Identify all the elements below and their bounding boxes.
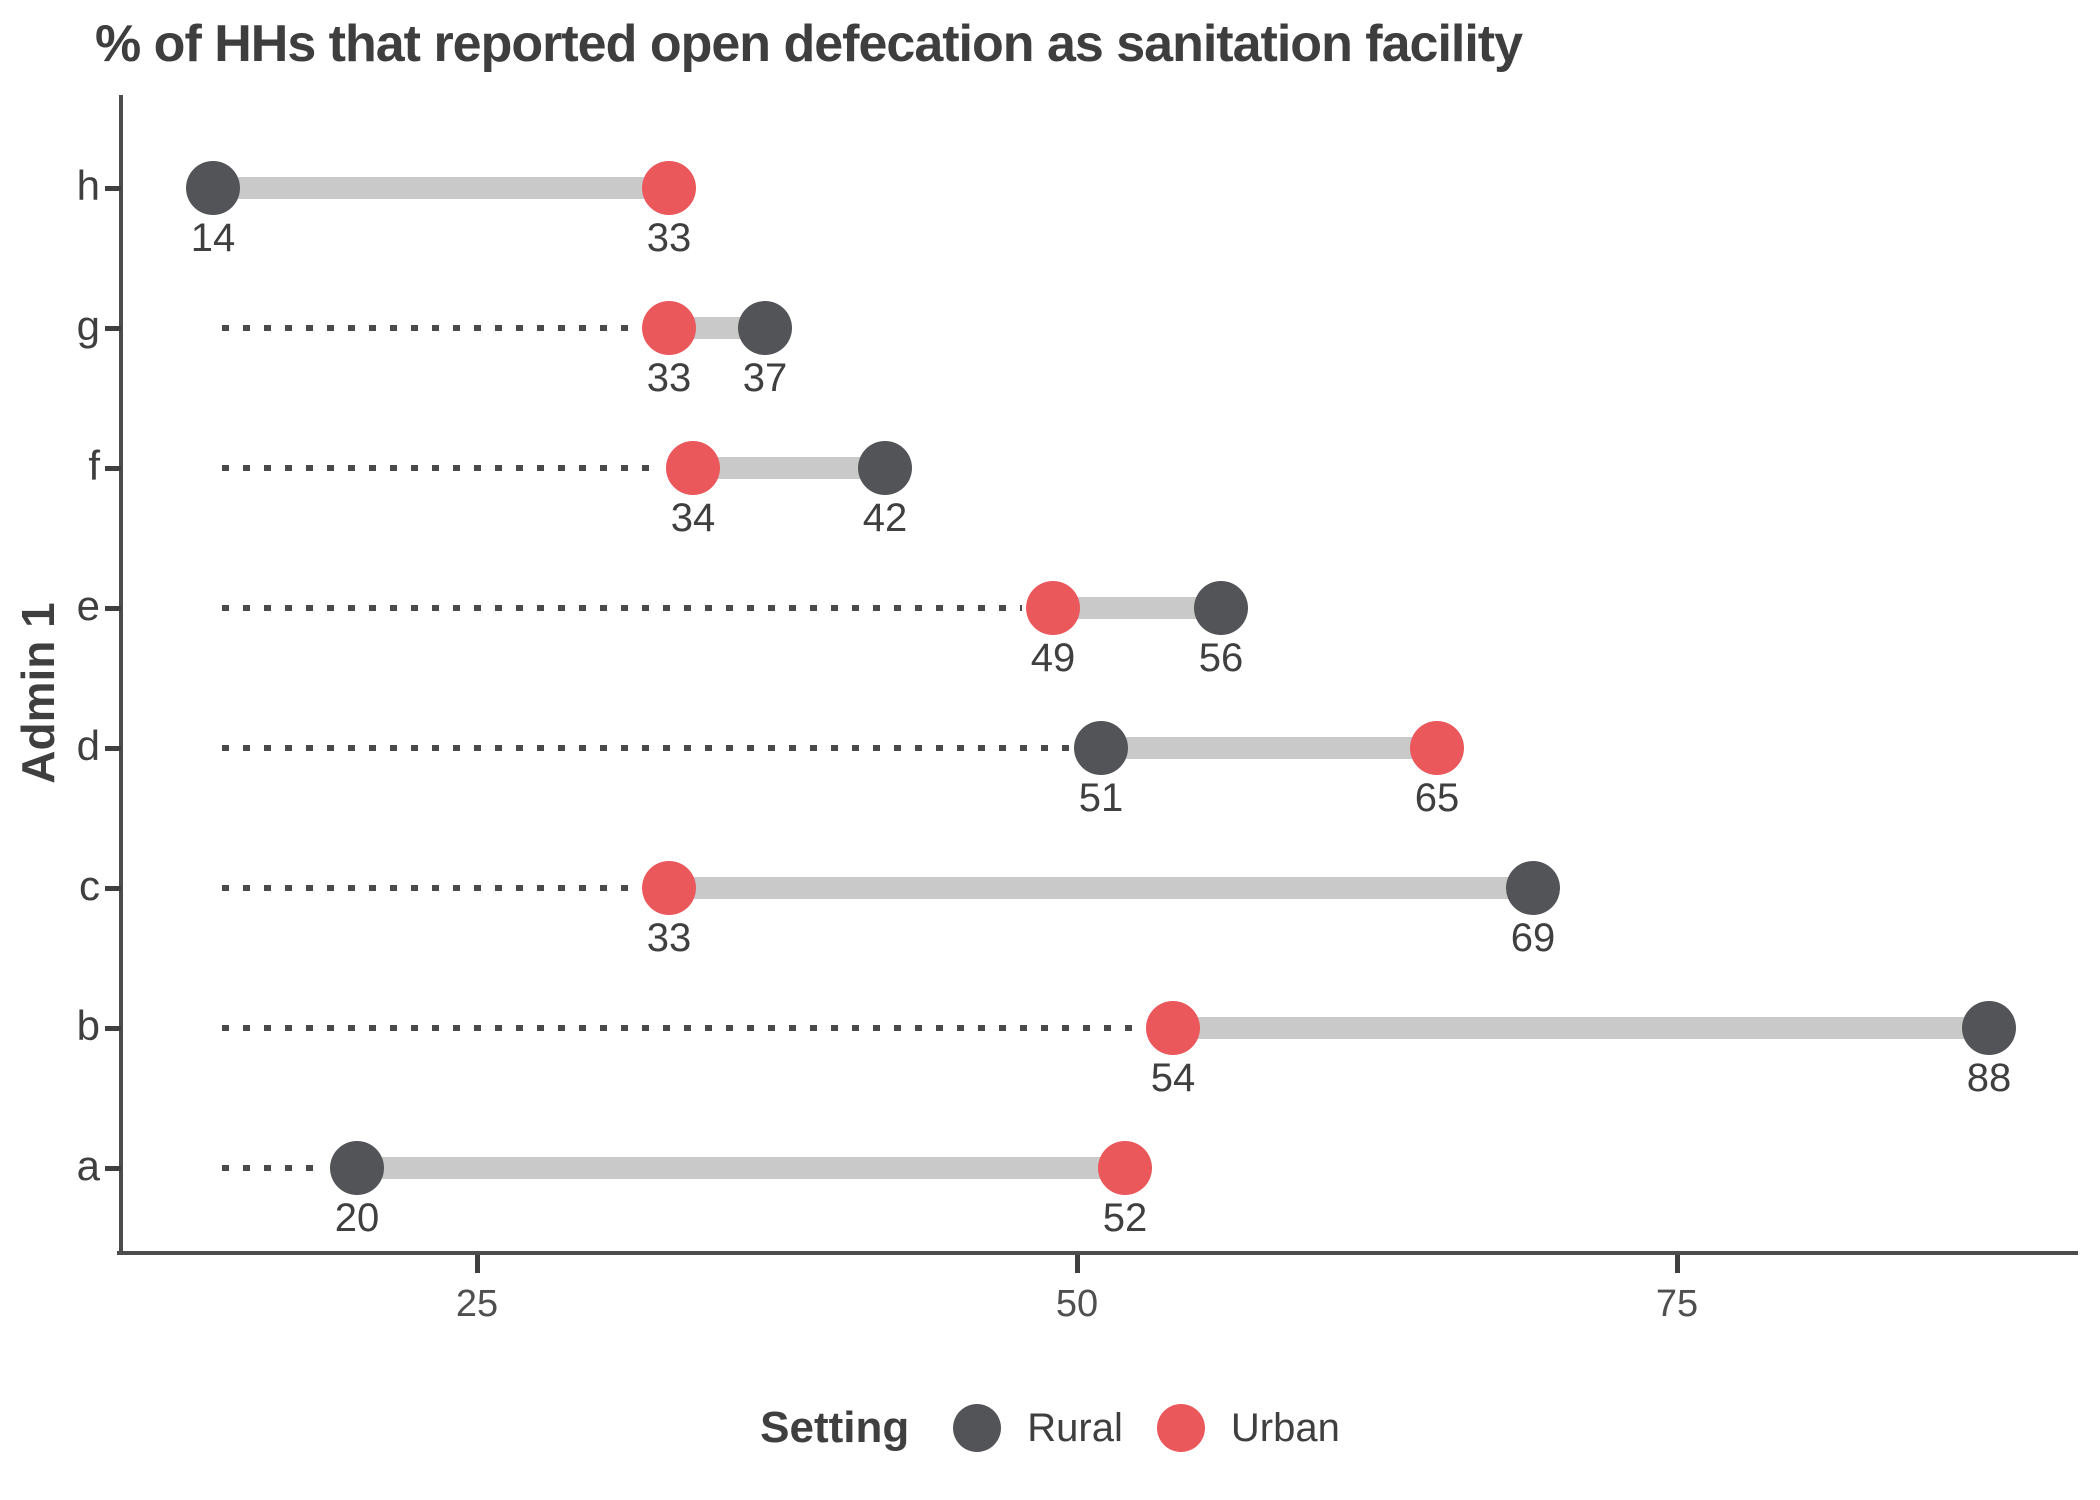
rural-value-label-g: 37 xyxy=(742,356,788,400)
rural-dot-e[interactable] xyxy=(1194,581,1248,635)
y-axis-line xyxy=(119,95,123,1255)
connector-bar-c xyxy=(669,877,1533,899)
urban-value-label-g: 33 xyxy=(646,356,692,400)
leader-line-e xyxy=(222,605,1022,611)
y-axis-tick-h xyxy=(105,186,121,191)
connector-bar-a xyxy=(357,1157,1125,1179)
connector-bar-h xyxy=(213,177,669,199)
leader-line-c xyxy=(222,885,638,891)
y-axis-tick-a xyxy=(105,1166,121,1171)
leader-line-g xyxy=(222,325,638,331)
urban-legend-dot-icon xyxy=(1156,1404,1205,1452)
connector-bar-b xyxy=(1173,1017,1989,1039)
urban-value-label-h: 33 xyxy=(646,216,692,260)
leader-line-f xyxy=(222,465,662,471)
x-tick-label-50: 50 xyxy=(1055,1283,1099,1325)
rural-value-label-f: 42 xyxy=(862,496,908,540)
urban-value-label-e: 49 xyxy=(1030,636,1076,680)
legend-item-urban[interactable]: Urban xyxy=(1156,1404,1340,1452)
leader-line-a xyxy=(222,1165,326,1171)
legend: Setting Rural Urban xyxy=(0,1392,2100,1464)
urban-dot-e[interactable] xyxy=(1026,581,1080,635)
rural-value-label-h: 14 xyxy=(190,216,236,260)
y-axis-tick-b xyxy=(105,1026,121,1031)
legend-title: Setting xyxy=(760,1403,910,1452)
y-axis-tick-g xyxy=(105,326,121,331)
legend-item-rural[interactable]: Rural xyxy=(953,1404,1123,1452)
rural-value-label-b: 88 xyxy=(1966,1056,2012,1100)
rural-dot-b[interactable] xyxy=(1962,1001,2016,1055)
rural-value-label-a: 20 xyxy=(334,1196,380,1240)
x-axis-tick-25 xyxy=(475,1255,480,1273)
leader-line-b xyxy=(222,1025,1142,1031)
category-label-b: b xyxy=(76,1002,100,1049)
urban-dot-d[interactable] xyxy=(1410,721,1464,775)
leader-line-d xyxy=(222,745,1070,751)
x-tick-label-75: 75 xyxy=(1655,1283,1699,1325)
y-axis-tick-d xyxy=(105,746,121,751)
urban-dot-f[interactable] xyxy=(666,441,720,495)
category-label-h: h xyxy=(76,162,100,209)
rural-value-label-d: 51 xyxy=(1078,776,1124,820)
rural-dot-c[interactable] xyxy=(1506,861,1560,915)
rural-legend-dot-icon xyxy=(953,1404,1002,1452)
urban-value-label-b: 54 xyxy=(1150,1056,1196,1100)
rural-dot-g[interactable] xyxy=(738,301,792,355)
chart-title: % of HHs that reported open defecation a… xyxy=(95,15,1523,73)
rural-dot-h[interactable] xyxy=(186,161,240,215)
y-axis-tick-c xyxy=(105,886,121,891)
x-tick-label-25: 25 xyxy=(455,1283,499,1325)
urban-dot-h[interactable] xyxy=(642,161,696,215)
x-axis-tick-75 xyxy=(1675,1255,1680,1273)
legend-label-urban: Urban xyxy=(1230,1405,1340,1450)
urban-dot-a[interactable] xyxy=(1098,1141,1152,1195)
category-label-g: g xyxy=(76,302,100,349)
urban-value-label-a: 52 xyxy=(1102,1196,1148,1240)
rural-value-label-e: 56 xyxy=(1198,636,1244,680)
rural-dot-d[interactable] xyxy=(1074,721,1128,775)
connector-bar-f xyxy=(693,457,885,479)
connector-bar-d xyxy=(1101,737,1437,759)
y-axis-tick-f xyxy=(105,466,121,471)
x-axis-line xyxy=(117,1251,2078,1255)
urban-value-label-c: 33 xyxy=(646,916,692,960)
category-label-a: a xyxy=(76,1142,100,1189)
connector-bar-e xyxy=(1053,597,1221,619)
urban-dot-g[interactable] xyxy=(642,301,696,355)
category-label-e: e xyxy=(76,582,100,629)
legend-label-rural: Rural xyxy=(1027,1405,1123,1450)
urban-value-label-d: 65 xyxy=(1414,776,1460,820)
rural-dot-f[interactable] xyxy=(858,441,912,495)
category-label-f: f xyxy=(88,442,100,489)
urban-dot-b[interactable] xyxy=(1146,1001,1200,1055)
rural-dot-a[interactable] xyxy=(330,1141,384,1195)
urban-value-label-f: 34 xyxy=(670,496,716,540)
category-label-c: c xyxy=(79,862,100,909)
y-axis-tick-e xyxy=(105,606,121,611)
rural-value-label-c: 69 xyxy=(1510,916,1556,960)
urban-dot-c[interactable] xyxy=(642,861,696,915)
category-label-d: d xyxy=(76,722,100,769)
x-axis-tick-50 xyxy=(1075,1255,1080,1273)
